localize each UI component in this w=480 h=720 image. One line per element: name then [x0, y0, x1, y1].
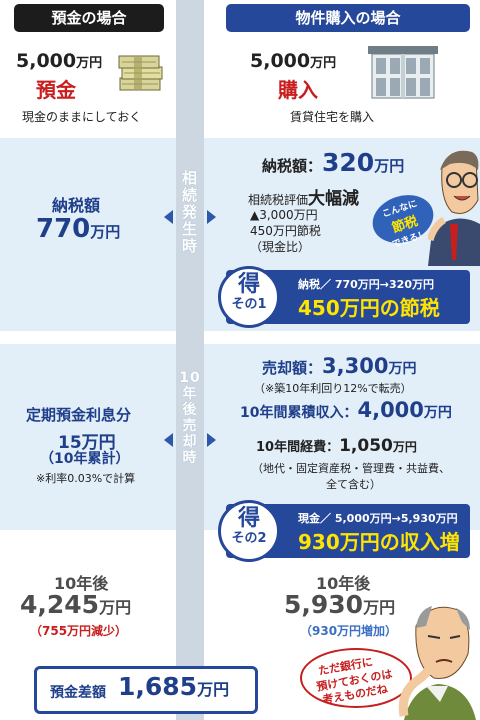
- eval-line3: （現金比）: [250, 240, 311, 254]
- tax-left-label: 納税額: [52, 196, 101, 215]
- purchase-note: 賃貸住宅を購入: [290, 110, 375, 124]
- arrow-left-2: [164, 433, 173, 447]
- total-label: 預金差額: [50, 685, 106, 701]
- gain-char-1: 得: [237, 272, 260, 297]
- header-deposit: 預金の場合: [14, 4, 164, 32]
- gain-sub-1: 納税／ 770万円→320万円: [298, 278, 434, 291]
- purchase-label: 購入: [278, 78, 318, 102]
- result-left-value: 4,245: [20, 590, 100, 619]
- gain-main-1: 450万円の節税: [298, 296, 440, 320]
- gain-main-2: 930万円の収入増: [298, 530, 460, 554]
- tax-right-label: 納税額：: [262, 157, 323, 175]
- tax-right: 納税額：320万円: [262, 148, 404, 177]
- sale-unit: 万円: [388, 361, 417, 377]
- eval-line1: ▲3,000万円: [250, 208, 318, 222]
- apartment-building-icon: [366, 44, 440, 100]
- eval-big: 大幅減: [308, 189, 360, 209]
- thought-bubble: [300, 648, 412, 708]
- spine-label-sale: 10年後 売却時: [179, 370, 201, 466]
- interest-note: ※利率0.03%で計算: [36, 472, 136, 485]
- section2-band: [0, 344, 480, 530]
- arrow-right-1: [207, 210, 216, 224]
- result-left-label: 10年後: [54, 574, 109, 593]
- income-line: 10年間累積収入：4,000万円: [240, 398, 452, 422]
- deposit-difference-box: [34, 666, 258, 714]
- elderly-man-illustration: [396, 596, 480, 720]
- sale-note: （※築10年利回り12%で転売）: [254, 382, 412, 395]
- money-stack-icon: [116, 48, 166, 94]
- header-purchase: 物件購入の場合: [226, 4, 470, 32]
- gain-badge-2: 得 その2: [218, 500, 280, 562]
- result-left-unit: 万円: [99, 598, 132, 617]
- timeline-spine: [176, 0, 204, 720]
- expense-value: 1,050: [339, 436, 393, 456]
- businessman-illustration: [426, 140, 480, 266]
- interest-value: 15万円: [58, 433, 116, 453]
- gain-sub-2: 現金／ 5,000万円→5,930万円: [298, 512, 458, 525]
- deposit-note: 現金のままにしておく: [22, 110, 142, 124]
- sale-line: 売却額：3,300万円: [262, 354, 416, 378]
- deposit-amount-unit: 万円: [76, 56, 103, 71]
- tax-right-value: 320: [322, 148, 375, 177]
- total-value: 1,685: [118, 672, 198, 701]
- interest-sub: （10年累計）: [40, 451, 130, 467]
- purchase-amount: 5,000万円: [250, 50, 336, 72]
- gain-banner-1: 得 その1 納税／ 770万円→320万円 450万円の節税: [218, 266, 470, 328]
- result-right-label: 10年後: [316, 574, 371, 593]
- total-unit: 万円: [197, 680, 230, 699]
- result-left-amount: 4,245万円: [20, 590, 131, 619]
- deposit-label: 預金: [36, 78, 76, 102]
- result-right-unit: 万円: [363, 598, 396, 617]
- income-unit: 万円: [423, 405, 452, 421]
- tax-left-unit: 万円: [90, 223, 121, 241]
- eval-line2: 450万円節税: [250, 224, 321, 238]
- eval-heading: 相続税評価大幅減: [248, 184, 359, 209]
- purchase-amount-unit: 万円: [310, 56, 337, 71]
- result-right-amount: 5,930万円: [284, 590, 395, 619]
- gain-badge-1: 得 その1: [218, 266, 280, 328]
- expense-line: 10年間経費：1,050万円: [256, 436, 417, 456]
- eval-prefix: 相続税評価: [248, 193, 309, 207]
- tax-right-unit: 万円: [374, 157, 405, 175]
- gain-char-2: 得: [237, 506, 260, 531]
- gain-num-2: その2: [231, 531, 267, 546]
- deposit-amount-num: 5,000: [16, 50, 77, 72]
- sale-label: 売却額：: [262, 359, 323, 377]
- sale-value: 3,300: [322, 354, 389, 378]
- tax-left-value: 770: [36, 214, 91, 244]
- income-value: 4,000: [357, 398, 424, 422]
- gain-num-1: その1: [231, 297, 267, 312]
- expense-note1: （地代・固定資産税・管理費・共益費、: [252, 462, 450, 475]
- result-right-value: 5,930: [284, 590, 364, 619]
- total-amount: 1,685万円: [118, 672, 229, 701]
- result-right-diff: （930万円増加）: [300, 624, 398, 638]
- expense-unit: 万円: [392, 440, 417, 454]
- arrow-left-1: [164, 210, 173, 224]
- arrow-right-2: [207, 433, 216, 447]
- tax-left-amount: 770万円: [36, 214, 120, 244]
- expense-note2: 全て含む）: [326, 478, 381, 491]
- gain-banner-2: 得 その2 現金／ 5,000万円→5,930万円 930万円の収入増: [218, 500, 470, 562]
- deposit-amount: 5,000万円: [16, 50, 102, 72]
- purchase-amount-num: 5,000: [250, 50, 311, 72]
- interest-label: 定期預金利息分: [26, 406, 132, 424]
- expense-label: 10年間経費：: [256, 440, 340, 455]
- spine-label-inheritance: 相続発生時: [181, 169, 198, 255]
- result-left-diff: （755万円減少）: [30, 624, 128, 638]
- income-label: 10年間累積収入：: [240, 405, 358, 421]
